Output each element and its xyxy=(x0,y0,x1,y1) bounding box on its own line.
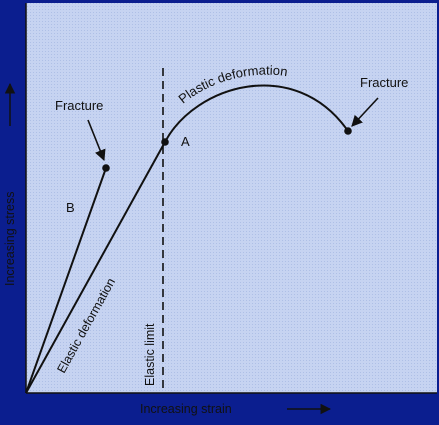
fracture-point-b xyxy=(102,164,110,172)
fracture-left-label: Fracture xyxy=(55,98,103,113)
curve-a-elastic-line xyxy=(25,141,166,394)
curve-a-plastic-line xyxy=(164,84,349,143)
fracture-left-arrow xyxy=(87,119,106,162)
elastic-limit-label: Elastic limit xyxy=(143,323,157,386)
point-a-label: A xyxy=(181,134,190,149)
y-axis-label: Increasing stress xyxy=(3,192,17,286)
fracture-point-a xyxy=(344,127,352,135)
fracture-right-label: Fracture xyxy=(360,75,408,90)
curve-b-line xyxy=(25,167,107,394)
x-axis-label: Increasing strain xyxy=(140,402,232,416)
point-a xyxy=(161,138,169,146)
fracture-right-arrow xyxy=(351,97,379,127)
curve-b-label: B xyxy=(66,200,75,215)
